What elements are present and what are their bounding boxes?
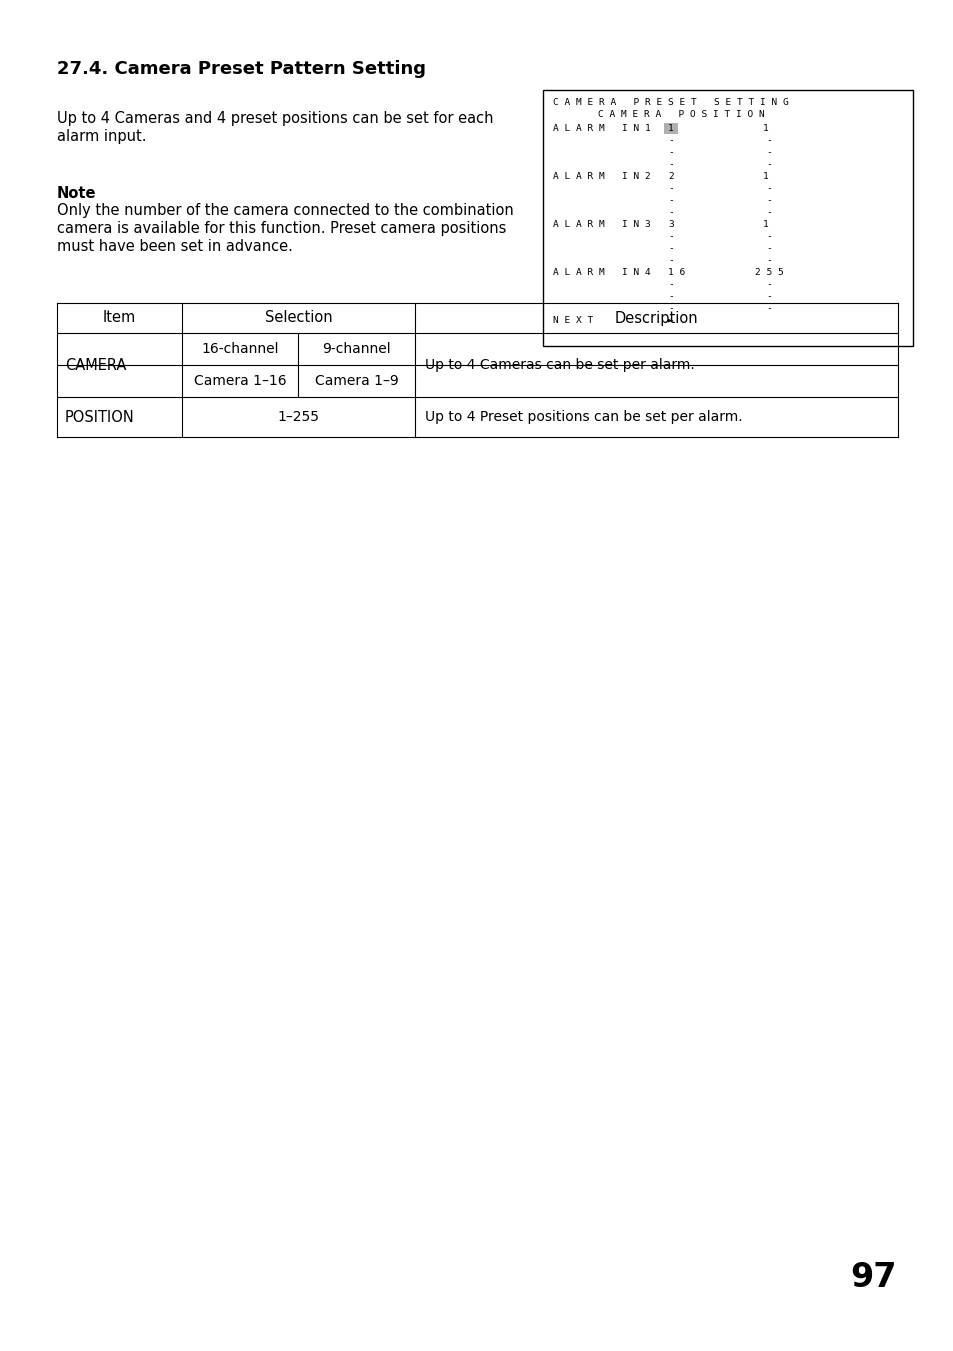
Text: Camera 1–9: Camera 1–9 (314, 374, 398, 388)
Text: -: - (765, 159, 771, 169)
Text: -: - (765, 208, 771, 218)
Text: 3: 3 (667, 220, 673, 230)
Text: 1: 1 (762, 124, 768, 132)
Text: -: - (765, 304, 771, 313)
Text: CAMERA: CAMERA (65, 358, 126, 373)
Text: -: - (765, 292, 771, 301)
Text: -: - (765, 232, 771, 240)
Text: -: - (667, 136, 673, 145)
Text: -: - (667, 280, 673, 289)
Text: -: - (765, 184, 771, 193)
Text: -: - (667, 292, 673, 301)
Text: -: - (667, 196, 673, 205)
Text: -: - (765, 280, 771, 289)
Text: C A M E R A   P R E S E T   S E T T I N G: C A M E R A P R E S E T S E T T I N G (553, 99, 788, 107)
Text: -: - (667, 304, 673, 313)
Text: 1 6: 1 6 (667, 267, 684, 277)
Text: 2 5 5: 2 5 5 (754, 267, 783, 277)
Text: 9-channel: 9-channel (322, 342, 391, 357)
Bar (542, 91, 912, 346)
Text: -: - (765, 255, 771, 265)
Text: POSITION: POSITION (65, 409, 134, 424)
Text: A L A R M   I N 4: A L A R M I N 4 (553, 267, 650, 277)
Text: Note: Note (57, 186, 96, 201)
Text: -: - (667, 255, 673, 265)
Text: -: - (667, 208, 673, 218)
Text: 27.4. Camera Preset Pattern Setting: 27.4. Camera Preset Pattern Setting (57, 59, 426, 78)
Text: A L A R M   I N 2: A L A R M I N 2 (553, 172, 650, 181)
Text: -: - (667, 232, 673, 240)
Text: 2: 2 (667, 172, 673, 181)
Text: 1–255: 1–255 (277, 409, 319, 424)
Text: 97: 97 (850, 1260, 896, 1294)
Text: A L A R M   I N 1: A L A R M I N 1 (553, 124, 650, 132)
Text: A L A R M   I N 3: A L A R M I N 3 (553, 220, 650, 230)
Text: -: - (765, 136, 771, 145)
Text: Camera 1–16: Camera 1–16 (193, 374, 286, 388)
Text: 16-channel: 16-channel (201, 342, 278, 357)
Text: C A M E R A   P O S I T I O N: C A M E R A P O S I T I O N (598, 109, 764, 119)
Text: 1: 1 (667, 124, 673, 132)
Text: Item: Item (103, 311, 136, 326)
Text: 1: 1 (762, 172, 768, 181)
Text: 1: 1 (762, 220, 768, 230)
Text: -: - (667, 245, 673, 253)
Text: ►: ► (667, 316, 673, 326)
Text: Up to 4 Preset positions can be set per alarm.: Up to 4 Preset positions can be set per … (424, 409, 741, 424)
Text: -: - (765, 245, 771, 253)
Text: Up to 4 Cameras and 4 preset positions can be set for each: Up to 4 Cameras and 4 preset positions c… (57, 111, 493, 126)
Text: alarm input.: alarm input. (57, 128, 147, 145)
Text: Selection: Selection (264, 311, 332, 326)
Text: Only the number of the camera connected to the combination: Only the number of the camera connected … (57, 203, 514, 218)
Text: -: - (667, 149, 673, 157)
Text: must have been set in advance.: must have been set in advance. (57, 239, 293, 254)
Bar (663, 123, 678, 134)
Text: Up to 4 Cameras can be set per alarm.: Up to 4 Cameras can be set per alarm. (424, 358, 694, 372)
Text: Description: Description (614, 311, 698, 326)
Text: camera is available for this function. Preset camera positions: camera is available for this function. P… (57, 222, 506, 236)
Text: N E X T: N E X T (553, 316, 593, 326)
Text: -: - (765, 149, 771, 157)
Text: -: - (667, 159, 673, 169)
Text: -: - (667, 184, 673, 193)
Text: -: - (765, 196, 771, 205)
